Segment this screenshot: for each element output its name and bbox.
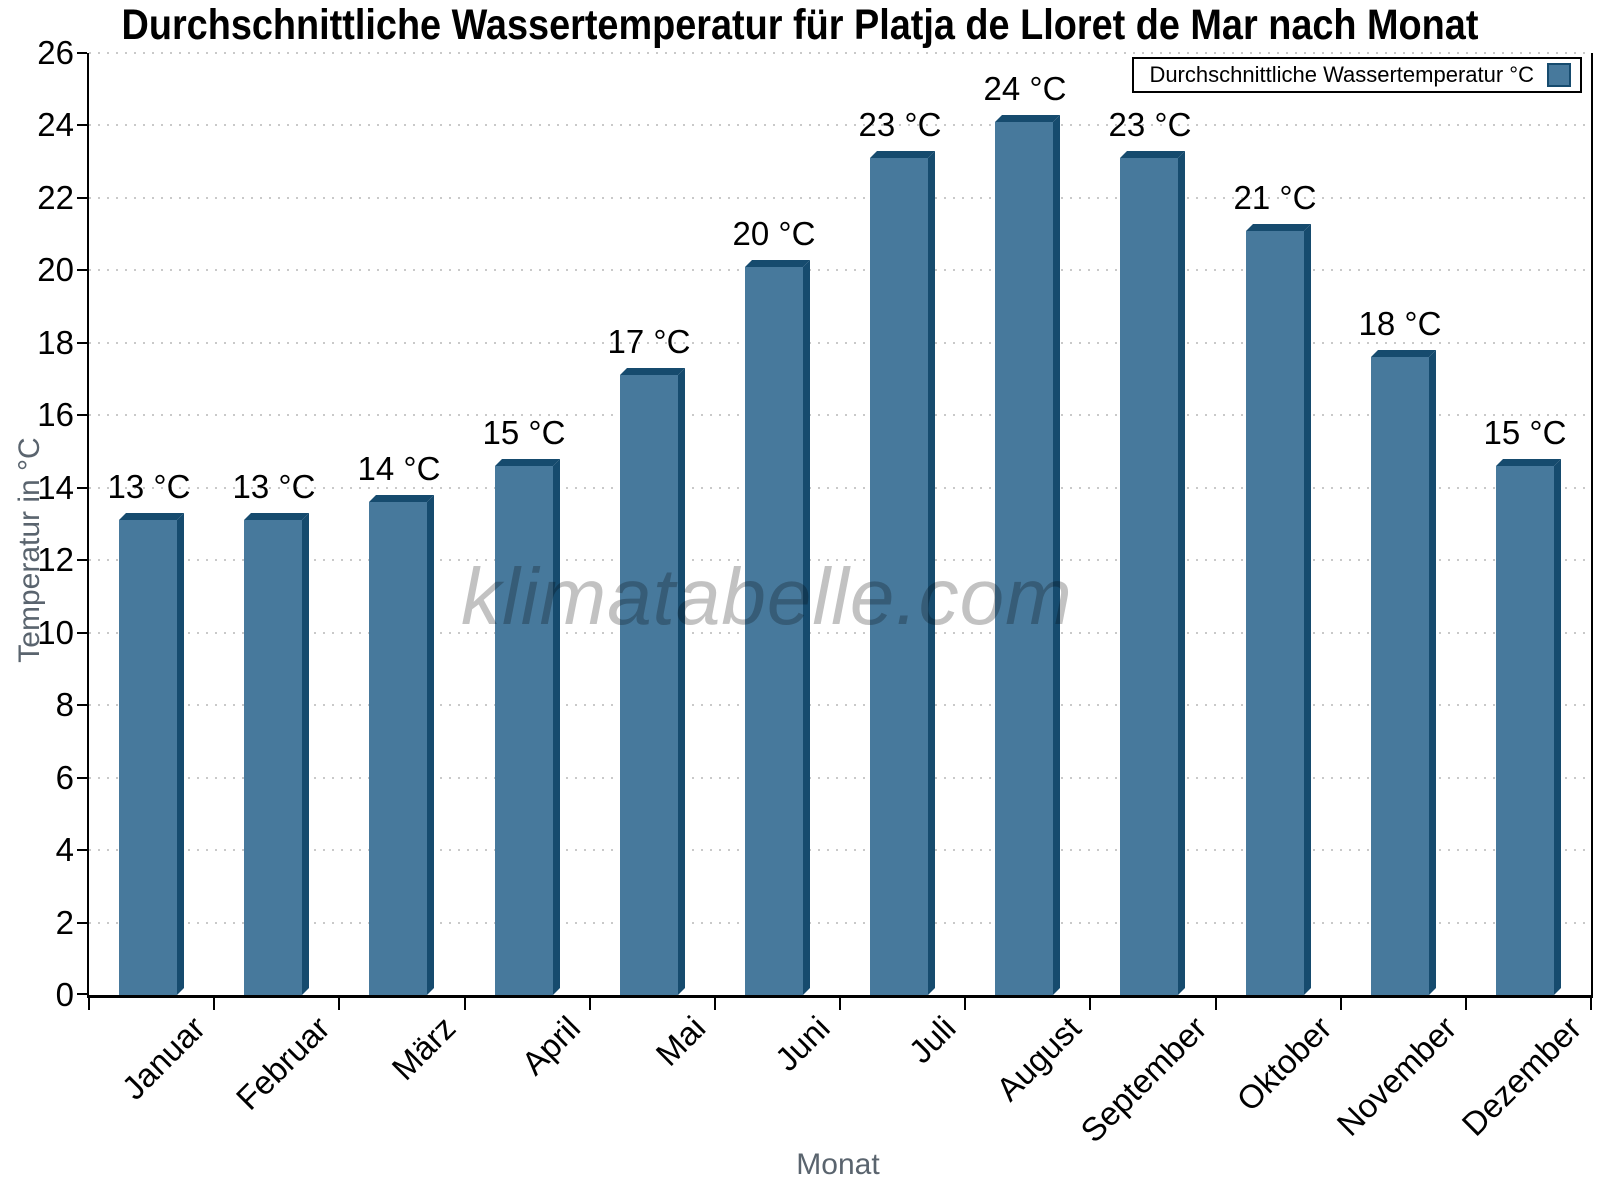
y-tick-6 (77, 776, 87, 779)
x-tick-11 (1465, 998, 1467, 1010)
gridline-4 (89, 849, 1591, 852)
bar-juni (745, 267, 803, 995)
y-tick-22 (77, 196, 87, 199)
gridline-10 (89, 631, 1591, 634)
chart-title: Durchschnittliche Wassertemperatur für P… (0, 0, 1600, 52)
y-tick-0 (77, 993, 87, 995)
y-tick-4 (77, 849, 87, 852)
y-tick-label-16: 16 (37, 396, 74, 434)
y-tick-10 (77, 631, 87, 634)
x-tick-label-text: Dezember (1454, 1009, 1589, 1143)
y-tick-26 (77, 52, 87, 54)
bar-april (495, 466, 553, 995)
legend-label: Durchschnittliche Wassertemperatur °C (1149, 62, 1534, 87)
y-tick-16 (77, 414, 87, 417)
y-tick-label-4: 4 (55, 831, 74, 869)
legend-swatch (1547, 63, 1571, 87)
watermark: klimatabelle.com (461, 552, 1073, 641)
bar-september (1120, 158, 1178, 995)
x-tick-7 (964, 998, 966, 1010)
plot-area: Durchschnittliche Wassertemperatur °C kl… (77, 52, 1593, 1010)
bar-value-label-märz: 14 °C (357, 450, 441, 487)
bar-value-label-november: 18 °C (1358, 305, 1442, 342)
x-tick-2 (338, 998, 340, 1010)
bar-november (1371, 357, 1429, 995)
y-tick-label-12: 12 (37, 541, 74, 579)
bar-value-label-september: 23 °C (1108, 106, 1192, 143)
x-tick-5 (714, 998, 716, 1010)
gridline-8 (89, 704, 1591, 707)
bar-value-label-juni: 20 °C (732, 215, 816, 252)
y-tick-label-6: 6 (55, 758, 74, 796)
gridline-24 (89, 124, 1591, 127)
y-tick-14 (77, 486, 87, 489)
y-tick-label-26: 26 (37, 34, 74, 71)
x-tick-0 (88, 998, 90, 1010)
x-tick-label-text: Juli (901, 1009, 964, 1071)
y-tick-20 (77, 269, 87, 272)
x-tick-label-text: April (514, 1009, 588, 1082)
gridline-20 (89, 269, 1591, 272)
x-tick-label-text: September (1072, 1009, 1214, 1150)
chart-title-text: Durchschnittliche Wassertemperatur für P… (121, 1, 1479, 49)
x-tick-9 (1215, 998, 1217, 1010)
y-tick-label-8: 8 (55, 686, 74, 724)
y-tick-label-24: 24 (37, 106, 74, 144)
bar-juli (870, 158, 928, 995)
y-tick-24 (77, 124, 87, 127)
x-tick-label-text: März (384, 1009, 463, 1088)
y-tick-8 (77, 704, 87, 707)
x-tick-4 (589, 998, 591, 1010)
y-tick-label-14: 14 (37, 468, 74, 506)
bar-value-label-dezember: 15 °C (1483, 414, 1567, 451)
bar-value-label-januar: 13 °C (107, 468, 191, 505)
bar-value-label-august: 24 °C (983, 70, 1067, 107)
y-tick-label-22: 22 (37, 178, 74, 216)
bar-märz (369, 502, 427, 995)
bar-mai (620, 375, 678, 995)
gridline-18 (89, 341, 1591, 344)
gridline-16 (89, 414, 1591, 417)
x-tick-8 (1089, 998, 1091, 1010)
y-tick-18 (77, 341, 87, 344)
x-tick-label-text: Oktober (1228, 1009, 1339, 1119)
x-axis-title: Monat (796, 1148, 880, 1181)
x-tick-12 (1590, 998, 1592, 1010)
gridline-6 (89, 776, 1591, 779)
gridline-14 (89, 486, 1591, 489)
bar-februar (244, 520, 302, 995)
gridline-2 (89, 921, 1591, 924)
x-tick-3 (464, 998, 466, 1010)
x-tick-label-text: November (1329, 1009, 1464, 1143)
legend: Durchschnittliche Wassertemperatur °C (1132, 57, 1582, 93)
gridline-22 (89, 196, 1591, 199)
y-tick-label-20: 20 (37, 251, 74, 289)
gridline-12 (89, 559, 1591, 562)
y-tick-label-18: 18 (37, 323, 74, 361)
bar-august (995, 122, 1053, 995)
bar-value-label-juli: 23 °C (858, 106, 942, 143)
x-tick-label-text: Juni (768, 1009, 838, 1078)
y-tick-label-2: 2 (55, 903, 74, 941)
x-tick-label-text: Januar (114, 1009, 213, 1107)
bar-januar (119, 520, 177, 995)
y-tick-label-0: 0 (55, 976, 74, 1013)
y-tick-label-10: 10 (37, 613, 74, 651)
x-tick-label-text: August (989, 1009, 1089, 1108)
y-tick-2 (77, 921, 87, 924)
x-tick-1 (213, 998, 215, 1010)
y-tick-12 (77, 559, 87, 562)
bar-oktober (1246, 231, 1304, 995)
gridline-26 (89, 52, 1591, 54)
bar-value-label-mai: 17 °C (607, 323, 691, 360)
bar-dezember (1496, 466, 1554, 995)
x-tick-10 (1340, 998, 1342, 1010)
bar-value-label-april: 15 °C (482, 414, 566, 451)
bar-value-label-oktober: 21 °C (1233, 179, 1317, 216)
x-tick-label-text: Mai (648, 1009, 713, 1073)
x-tick-6 (839, 998, 841, 1010)
bar-value-label-februar: 13 °C (232, 468, 316, 505)
x-tick-label-text: Februar (229, 1009, 338, 1117)
